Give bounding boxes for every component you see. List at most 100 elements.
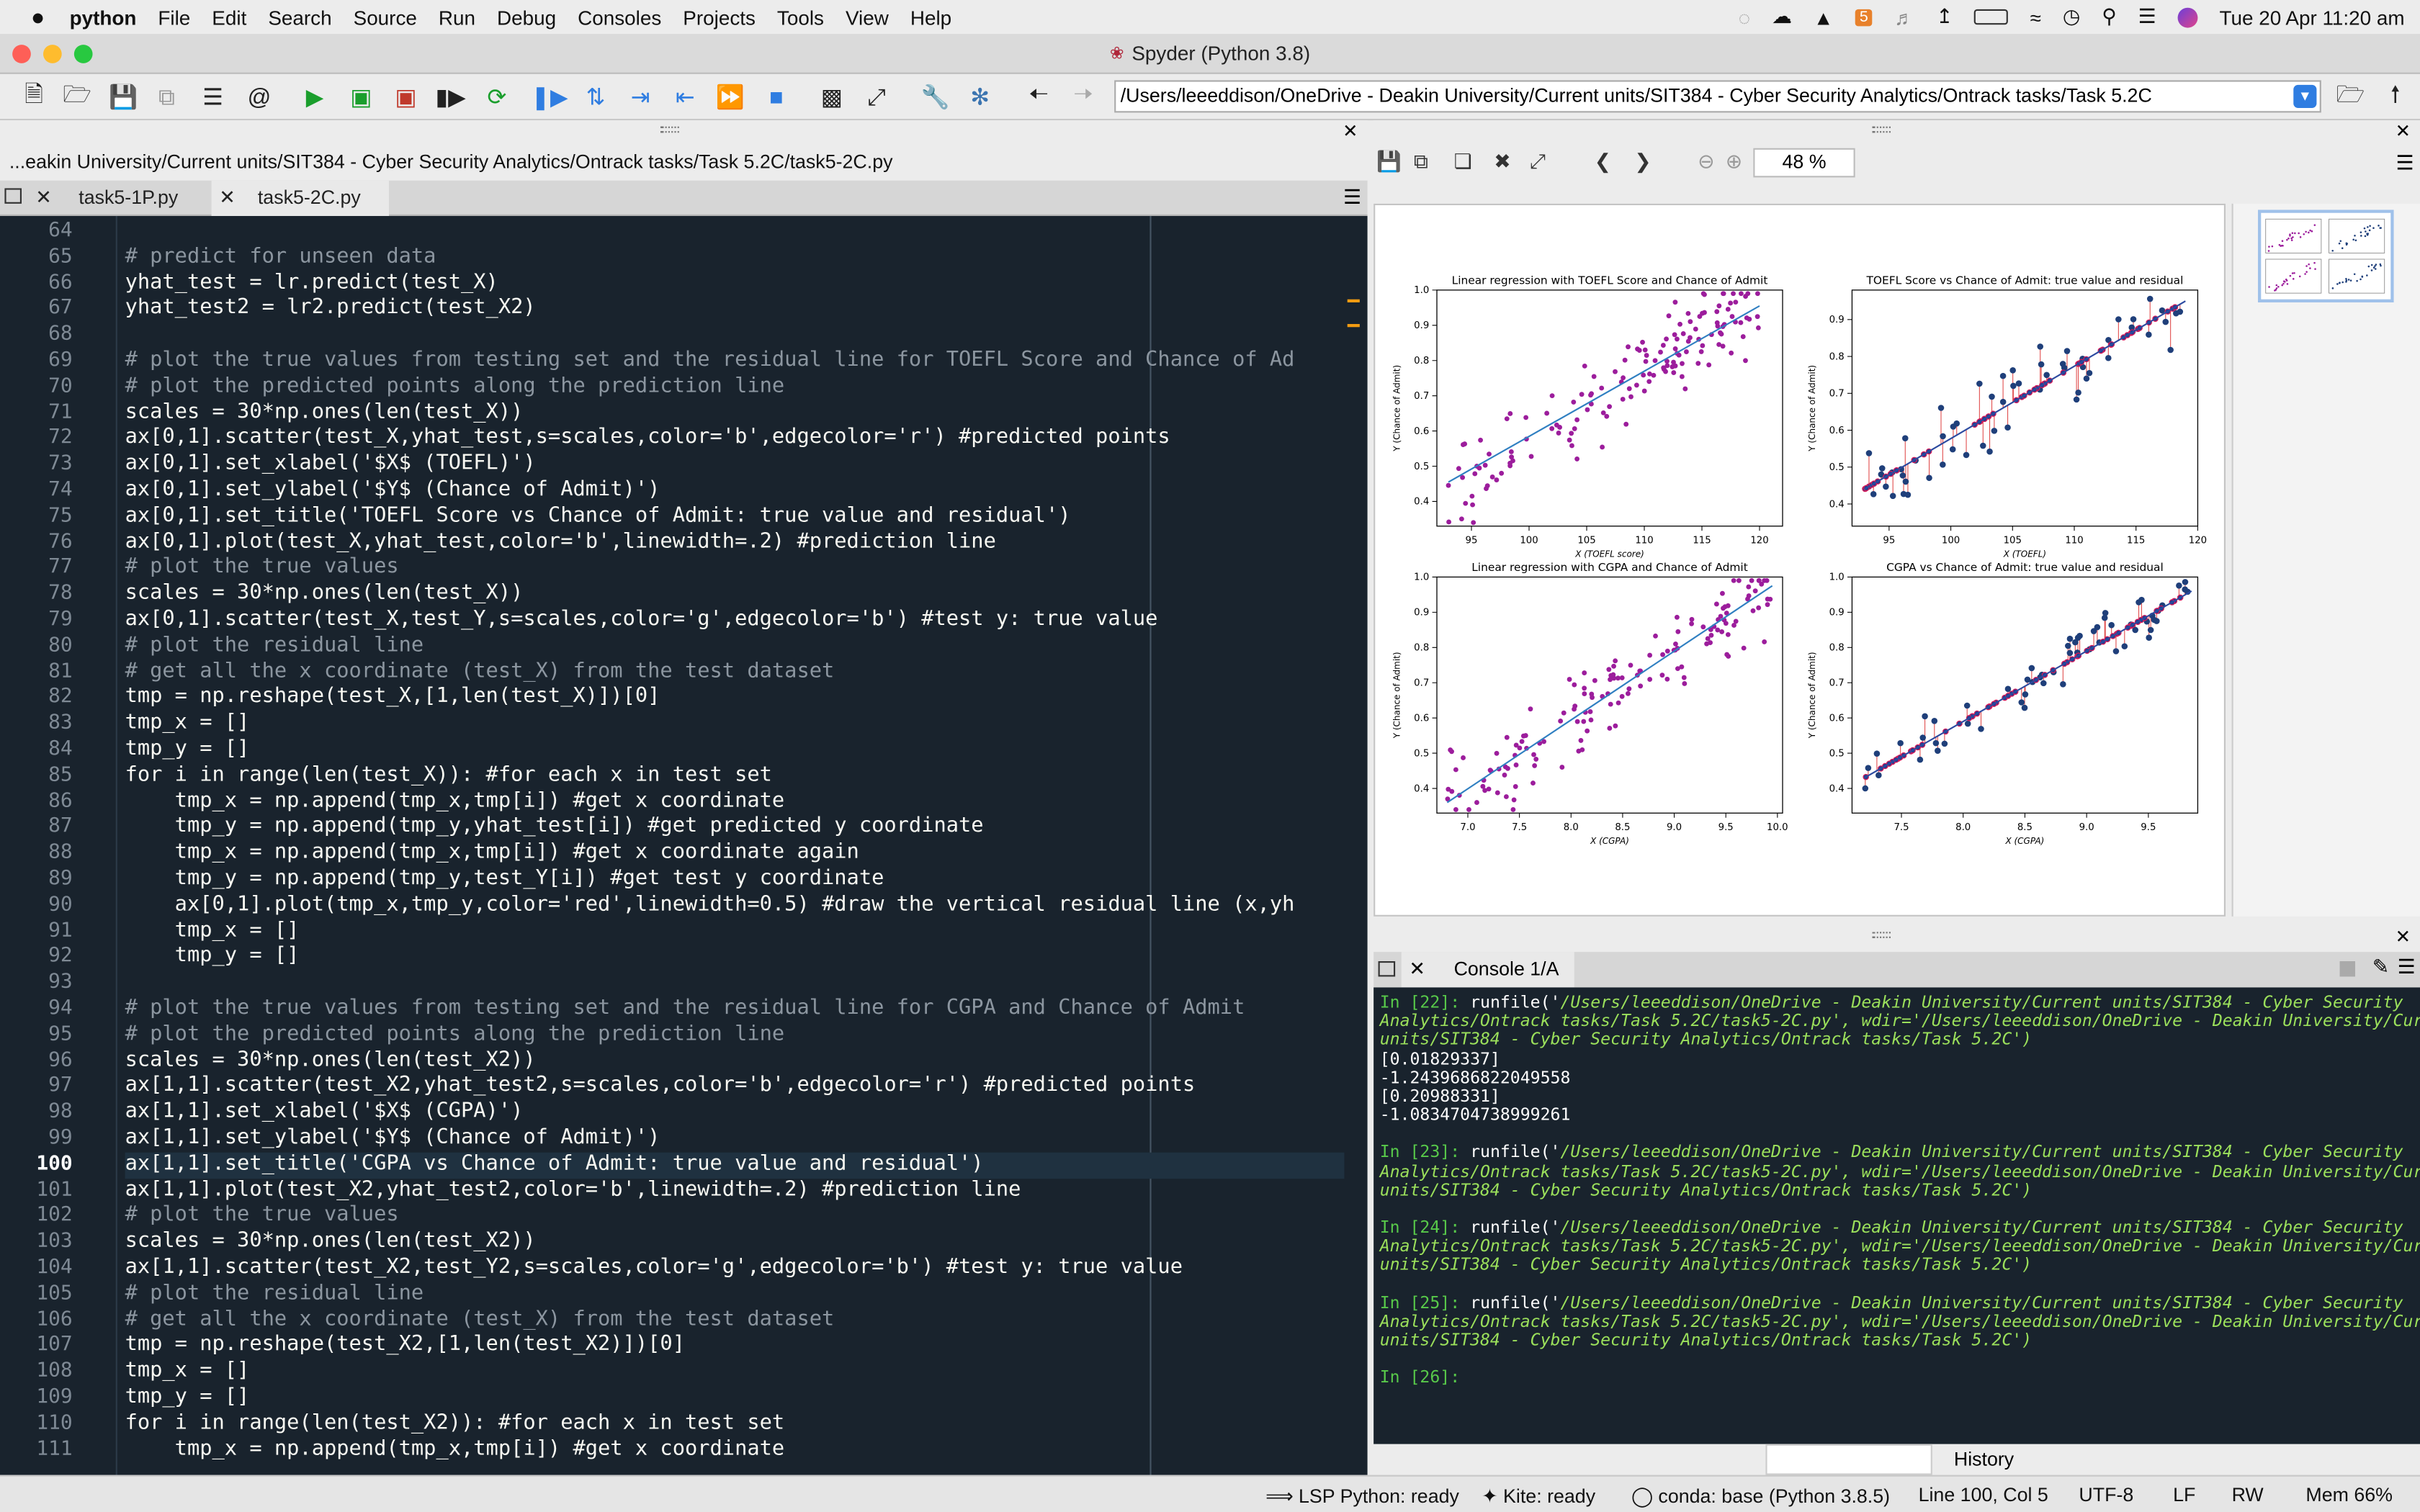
lsp-status[interactable]: ⟹ LSP Python: ready [1265, 1485, 1459, 1508]
code-line[interactable]: ax[1,1].set_xlabel('$X$ (CGPA)') [125, 1100, 524, 1124]
code-line[interactable]: ax[0,1].plot(tmp_x,tmp_y,color='red',lin… [125, 893, 1295, 917]
menu-consoles[interactable]: Consoles [578, 5, 662, 29]
at-icon[interactable]: @ [247, 84, 272, 111]
new-file-icon[interactable]: 🗎 [24, 81, 44, 107]
code-line[interactable]: scales = 30*np.ones(len(test_X)) [125, 400, 524, 424]
code-line[interactable]: # plot the true values [125, 556, 399, 580]
step-into-icon[interactable]: ⇥ [630, 84, 650, 112]
save-all-plots-icon[interactable]: ⧉ [1413, 149, 1428, 173]
plot-options-menu-icon[interactable]: ☰ [2396, 151, 2414, 175]
apple-icon[interactable]: ● [30, 4, 45, 30]
stop-debug-icon[interactable]: ■ [769, 84, 784, 111]
parent-directory-icon[interactable]: 🠕 [2390, 81, 2401, 107]
zoom-level-input[interactable]: 48 % [1753, 148, 1855, 178]
close-pane-icon[interactable]: ✕ [1343, 120, 1358, 143]
menu-view[interactable]: View [845, 5, 889, 29]
code-line[interactable]: # plot the predicted points along the pr… [125, 1022, 785, 1046]
code-line[interactable]: # plot the predicted points along the pr… [125, 374, 785, 398]
code-line[interactable]: tmp_x = np.append(tmp_x,tmp[i]) #get x c… [125, 789, 785, 813]
minimize-window-button[interactable] [43, 45, 62, 63]
code-line[interactable]: ax[1,1].set_ylabel('$Y$ (Chance of Admit… [125, 1126, 660, 1150]
code-line[interactable]: tmp_x = [] [125, 1359, 250, 1383]
browse-tabs-icon[interactable] [1378, 961, 1396, 977]
remove-all-plots-icon[interactable]: ⤢ [1529, 149, 1546, 173]
working-directory-input[interactable]: /Users/leeeddison/OneDrive - Deakin Univ… [1114, 80, 2321, 113]
menu-source[interactable]: Source [353, 5, 417, 29]
close-tab-icon[interactable]: ✕ [35, 186, 52, 209]
browse-tabs-icon[interactable] [4, 188, 22, 204]
tab-blank[interactable] [1765, 1444, 1932, 1475]
copy-plot-icon[interactable]: ❏ [1453, 149, 1472, 173]
html5-icon[interactable]: 5 [1855, 8, 1873, 26]
code-line[interactable]: tmp_x = np.append(tmp_x,tmp[i]) #get x c… [125, 1437, 785, 1461]
siri-icon[interactable] [2177, 6, 2198, 27]
save-icon[interactable]: 💾 [109, 84, 138, 112]
code-line[interactable]: tmp_y = [] [125, 1385, 250, 1409]
pane-grip[interactable] [1872, 126, 1891, 133]
close-window-button[interactable] [12, 45, 31, 63]
ipython-console[interactable]: In [22]: runfile('/Users/leeeddison/OneD… [1373, 987, 2420, 1444]
code-line[interactable]: # plot the residual line [125, 634, 424, 657]
plot-thumbnail[interactable] [2258, 210, 2394, 302]
code-line[interactable]: scales = 30*np.ones(len(test_X)) [125, 582, 524, 606]
variable-list-icon[interactable]: ☰ [202, 84, 224, 112]
wifi-icon[interactable]: ≈ [2030, 5, 2041, 29]
menu-file[interactable]: File [158, 5, 191, 29]
next-plot-icon[interactable]: ❯ [1634, 149, 1652, 173]
code-line[interactable]: ax[1,1].plot(test_X2,yhat_test2,color='b… [125, 1178, 1021, 1202]
zoom-out-icon[interactable]: ⊖ [1698, 149, 1715, 173]
preferences-wrench-icon[interactable]: 🔧 [920, 84, 950, 112]
spotlight-search-icon[interactable]: ⚲ [2102, 4, 2117, 28]
rerun-icon[interactable]: ⟳ [487, 84, 507, 112]
run-selection-icon[interactable]: ▮▶ [435, 84, 466, 112]
pythonpath-icon[interactable]: ✻ [970, 84, 990, 112]
clear-console-icon[interactable]: ✎ [2372, 955, 2390, 978]
plot-canvas[interactable]: Linear regression with TOEFL Score and C… [1373, 203, 2226, 917]
save-plot-icon[interactable]: 💾 [1376, 149, 1402, 173]
code-line[interactable]: ax[0,1].set_xlabel('$X$ (TOEFL)') [125, 452, 536, 476]
fullscreen-icon[interactable]: ⤢ [867, 84, 886, 111]
code-line[interactable]: yhat_test2 = lr2.predict(test_X2) [125, 297, 536, 320]
code-line[interactable]: # get all the x coordinate (test_X) from… [125, 1308, 835, 1331]
code-line[interactable]: tmp = np.reshape(test_X,[1,len(test_X)])… [125, 685, 660, 709]
code-line[interactable]: # plot the true values [125, 1204, 399, 1228]
code-line[interactable]: tmp_y = [] [125, 945, 300, 968]
tab-console[interactable]: ✕ Console 1/A [1401, 952, 1574, 988]
control-center-icon[interactable]: ☰ [2138, 4, 2156, 28]
code-line[interactable]: scales = 30*np.ones(len(test_X2)) [125, 1048, 536, 1072]
code-line[interactable]: # get all the x coordinate (test_X) from… [125, 660, 835, 683]
code-line[interactable]: ax[0,1].scatter(test_X,yhat_test,s=scale… [125, 426, 1170, 450]
menu-search[interactable]: Search [268, 5, 332, 29]
app-menu[interactable]: python [69, 5, 137, 29]
continue-icon[interactable]: ⏩ [715, 84, 745, 112]
code-line[interactable]: for i in range(len(test_X2)): #for each … [125, 1411, 785, 1435]
code-line[interactable]: scales = 30*np.ones(len(test_X2)) [125, 1230, 536, 1254]
interrupt-kernel-icon[interactable] [2339, 961, 2355, 977]
code-line[interactable]: ax[0,1].set_title('TOEFL Score vs Chance… [125, 504, 1071, 528]
cloud-icon[interactable]: ☁ [1772, 4, 1792, 28]
menu-projects[interactable]: Projects [683, 5, 756, 29]
forward-arrow-icon[interactable]: 🠢 [1073, 81, 1094, 107]
menu-debug[interactable]: Debug [497, 5, 557, 29]
remove-plot-icon[interactable]: ✖ [1494, 149, 1511, 173]
chevron-down-icon[interactable]: ▼ [2293, 84, 2317, 108]
back-arrow-icon[interactable]: 🠠 [1028, 81, 1049, 107]
mute-icon[interactable]: ♬ [1894, 5, 1915, 29]
bluetooth-icon[interactable]: ↥ [1936, 4, 1953, 28]
run-icon[interactable]: ▶ [305, 84, 324, 112]
code-line[interactable]: tmp_x = [] [125, 919, 300, 942]
code-line[interactable]: ax[1,1].set_title('CGPA vs Chance of Adm… [125, 1152, 1345, 1179]
close-tab-icon[interactable]: ✕ [1409, 958, 1425, 980]
warning-icon[interactable]: ▲ [1813, 5, 1834, 29]
run-cell-icon[interactable]: ▣ [350, 84, 372, 112]
code-line[interactable]: tmp = np.reshape(test_X2,[1,len(test_X2)… [125, 1333, 685, 1357]
code-line[interactable]: for i in range(len(test_X)): #for each x… [125, 763, 772, 787]
code-line[interactable]: # plot the true values from testing set … [125, 996, 1245, 1020]
debug-icon[interactable]: ❚▶ [531, 84, 568, 112]
pane-grip[interactable] [660, 126, 679, 133]
menu-edit[interactable]: Edit [212, 5, 247, 29]
code-line[interactable]: tmp_x = [] [125, 711, 250, 735]
tab-task5-1p[interactable]: ✕ task5-1P.py [28, 181, 210, 216]
kite-status[interactable]: ✦ Kite: ready [1482, 1485, 1596, 1508]
clock[interactable]: Tue 20 Apr 11:20 am [2219, 5, 2405, 29]
